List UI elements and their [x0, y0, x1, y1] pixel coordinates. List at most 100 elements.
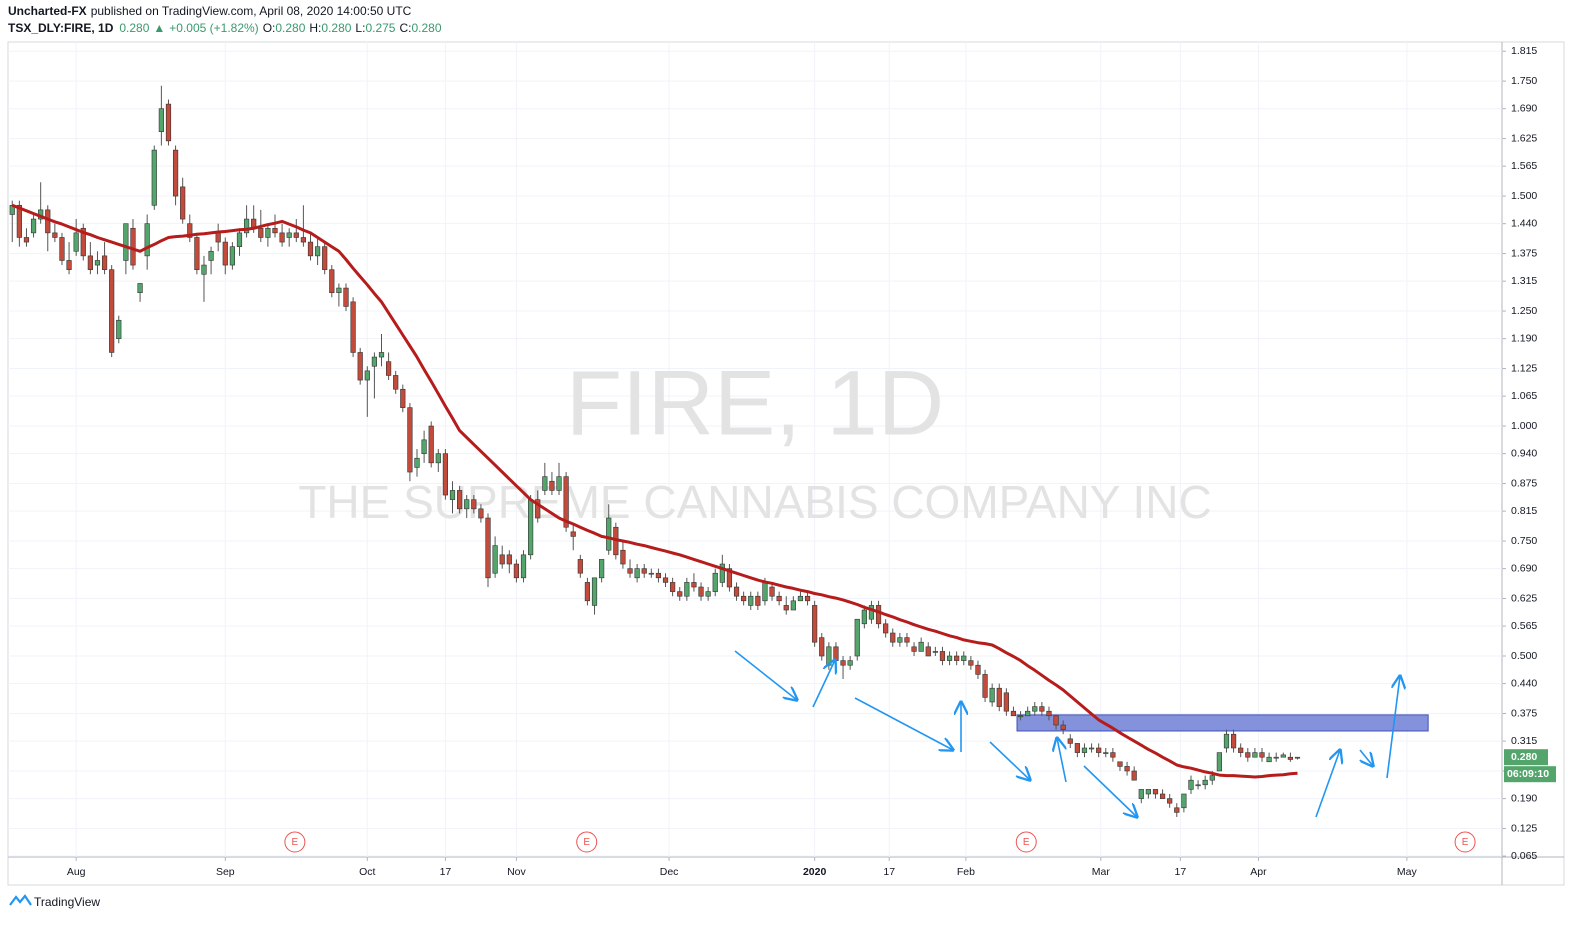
candle-body	[606, 517, 612, 551]
y-tick-label: 1.500	[1511, 190, 1537, 202]
candle-body	[371, 356, 377, 367]
published: published on TradingView.com, April 08, …	[91, 4, 412, 18]
candle-body	[662, 577, 669, 583]
logo-icon	[9, 894, 32, 906]
candle-body	[187, 223, 193, 238]
candle-body	[826, 646, 832, 666]
candle-body	[648, 572, 654, 575]
y-tick-label: 0.625	[1511, 592, 1537, 604]
candle-body	[9, 204, 15, 215]
symbol: TSX_DLY:FIRE, 1D	[8, 21, 114, 35]
candle-body	[1010, 710, 1017, 717]
candle-body	[400, 388, 406, 408]
candle-body	[1003, 692, 1009, 712]
y-tick-label: 0.565	[1511, 620, 1537, 632]
footer-logo: TradingView	[9, 894, 100, 909]
candle-body	[116, 319, 122, 339]
candle-body	[1103, 752, 1109, 754]
candle-body	[627, 568, 633, 574]
x-tick-label: Apr	[1250, 866, 1267, 878]
candle-body	[393, 375, 399, 390]
candle-body	[109, 269, 115, 353]
grid	[8, 42, 1506, 861]
candle-body	[854, 618, 860, 657]
candle-body	[634, 568, 640, 579]
candle-body	[123, 223, 129, 261]
x-tick-label: 17	[883, 866, 895, 878]
candle-body	[819, 637, 825, 657]
candle-body	[918, 641, 924, 652]
y-tick-label: 0.940	[1511, 447, 1537, 459]
symbol-line: TSX_DLY:FIRE, 1D 0.280 ▲ +0.005 (+1.82%) O:0…	[8, 21, 442, 35]
candle-body	[804, 595, 811, 602]
y-tick-label: 1.815	[1511, 45, 1537, 57]
ohlc-val: 0.280	[411, 21, 441, 35]
earnings-marker	[284, 831, 306, 853]
candle-body	[52, 232, 58, 238]
candle-body	[755, 595, 761, 606]
earnings-label: E	[1023, 837, 1030, 848]
candle-body	[542, 476, 548, 491]
candle-body	[833, 646, 839, 661]
x-tick-label: Aug	[67, 866, 86, 878]
candle-body	[1259, 752, 1265, 758]
candle-body	[1046, 710, 1052, 717]
candle-body	[641, 568, 647, 574]
candle-body	[1067, 738, 1073, 744]
last-price-label: 0.280	[1511, 751, 1537, 763]
annotation-arrows	[734, 650, 1400, 817]
candle-body	[94, 260, 101, 266]
candle-body	[797, 595, 804, 602]
candle-body	[499, 554, 505, 565]
candle-body	[563, 476, 569, 528]
candle-body	[478, 508, 484, 519]
candle-body	[506, 554, 512, 565]
candle-body	[868, 605, 875, 620]
candle-body	[513, 563, 520, 579]
candle-body	[677, 591, 683, 597]
candle-body	[670, 582, 676, 592]
candle-body	[762, 582, 768, 602]
arrow: ▲	[153, 21, 165, 35]
y-tick-label: 1.440	[1511, 217, 1537, 229]
candle-body	[457, 490, 463, 510]
candle-body	[16, 204, 22, 238]
candle-body	[1053, 715, 1059, 726]
x-tick-label: 17	[1174, 866, 1186, 878]
candle-body	[1138, 789, 1144, 799]
candle-body	[180, 186, 186, 220]
candle-body	[73, 232, 79, 252]
candle-body	[932, 651, 938, 653]
y-tick-label: 0.190	[1511, 792, 1537, 804]
candle-body	[968, 660, 974, 666]
y-tick-label: 1.065	[1511, 390, 1537, 402]
y-tick-label: 0.690	[1511, 562, 1537, 574]
candle-body	[1096, 747, 1102, 753]
candle-body	[243, 218, 250, 234]
candle-body	[861, 609, 867, 625]
candle-body	[599, 559, 605, 579]
earnings-marker	[1015, 831, 1037, 853]
candle-body	[840, 660, 846, 666]
candle-body	[80, 227, 86, 257]
candle-body	[1202, 779, 1208, 786]
countdown: 06:09:10	[1507, 768, 1549, 780]
candle-body	[961, 655, 967, 661]
candle-body	[1181, 793, 1187, 809]
last: 0.280	[119, 21, 149, 35]
candle-body	[222, 241, 228, 266]
watermark: FIRE, 1D	[566, 352, 944, 454]
arrow	[1386, 676, 1400, 779]
y-tick-label: 0.440	[1511, 677, 1537, 689]
moving-average	[11, 203, 1298, 779]
candle-body	[996, 687, 1002, 707]
y-tick-label: 0.500	[1511, 650, 1537, 662]
earnings-label: E	[1462, 837, 1469, 848]
candle-body	[620, 549, 626, 565]
arrow	[854, 697, 953, 750]
candle-body	[414, 457, 420, 468]
y-tick-label: 1.375	[1511, 247, 1537, 259]
candle-body	[520, 554, 527, 579]
